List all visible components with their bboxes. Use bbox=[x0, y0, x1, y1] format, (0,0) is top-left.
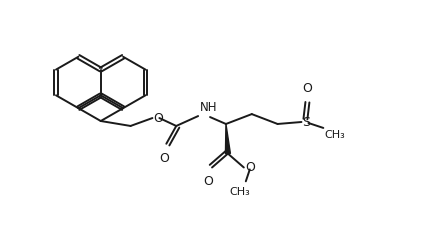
Polygon shape bbox=[225, 124, 230, 154]
Text: O: O bbox=[153, 112, 163, 124]
Text: S: S bbox=[302, 115, 310, 129]
Text: O: O bbox=[203, 175, 213, 188]
Text: O: O bbox=[245, 161, 255, 174]
Text: CH₃: CH₃ bbox=[230, 187, 250, 197]
Text: CH₃: CH₃ bbox=[324, 130, 345, 140]
Text: NH: NH bbox=[200, 101, 217, 114]
Text: O: O bbox=[159, 152, 169, 165]
Text: O: O bbox=[302, 82, 312, 95]
